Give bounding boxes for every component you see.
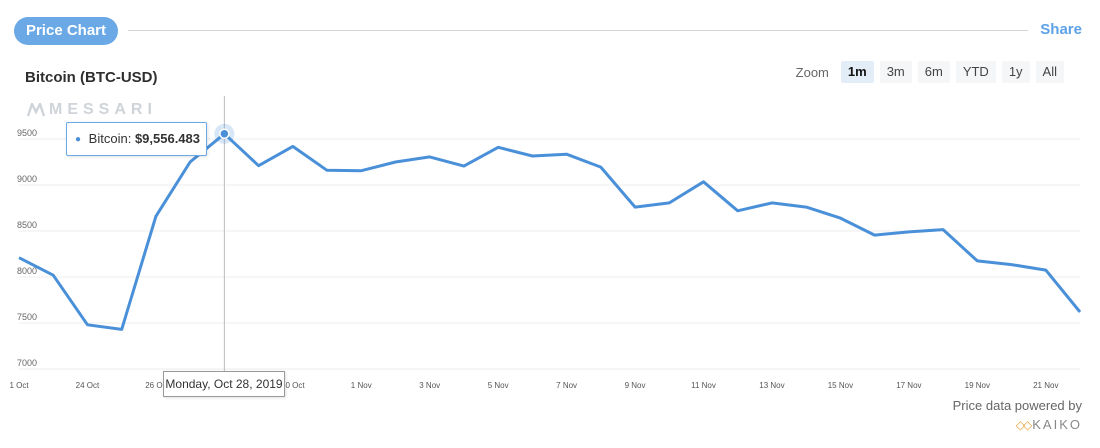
x-tick-label: 1 Nov — [351, 381, 372, 390]
x-tick-label: 7 Nov — [556, 381, 577, 390]
x-tick-label: 11 Nov — [691, 381, 716, 390]
crosshair-date-label: Monday, Oct 28, 2019 — [163, 371, 285, 397]
x-tick-label: 30 Oct — [281, 381, 305, 390]
x-tick-label: 15 Nov — [828, 381, 853, 390]
header-divider — [128, 30, 1028, 31]
y-tick-label: 8500 — [17, 220, 37, 230]
x-tick-label: 17 Nov — [896, 381, 921, 390]
x-tick-label: 21 Nov — [1033, 381, 1058, 390]
zoom-label: Zoom — [795, 64, 829, 80]
zoom-all-button[interactable]: All — [1035, 61, 1064, 83]
series-line-bitcoin — [18, 132, 1082, 331]
x-tick-label: 24 Oct — [76, 381, 100, 390]
x-tick-label: 3 Nov — [419, 381, 440, 390]
x-tick-label: 1 Oct — [9, 381, 29, 390]
zoom-1y-button[interactable]: 1y — [1001, 61, 1030, 83]
chart-title: Bitcoin (BTC-USD) — [25, 69, 158, 86]
y-tick-label: 7000 — [17, 358, 37, 368]
messari-logo: MESSARI — [27, 101, 157, 119]
x-tick-label: 26 Oc — [145, 381, 166, 390]
price-chart-tab[interactable]: Price Chart — [14, 17, 118, 45]
x-tick-label: 9 Nov — [625, 381, 646, 390]
kaiko-logo[interactable]: ◇◇ KAIKO — [1016, 417, 1082, 432]
x-tick-label: 13 Nov — [759, 381, 784, 390]
x-tick-label: 5 Nov — [488, 381, 509, 390]
y-tick-label: 7500 — [17, 312, 37, 322]
zoom-3m-button[interactable]: 3m — [879, 61, 912, 83]
y-tick-label: 9000 — [17, 174, 37, 184]
data-credit: Price data powered by — [952, 398, 1082, 413]
messari-logo-text: MESSARI — [49, 101, 157, 118]
y-tick-label: 8000 — [17, 266, 37, 276]
zoom-ytd-button[interactable]: YTD — [955, 61, 996, 83]
kaiko-logo-text: KAIKO — [1032, 417, 1082, 432]
zoom-1m-button[interactable]: 1m — [840, 61, 874, 83]
series-dot-icon: ● — [75, 134, 82, 145]
messari-logo-icon — [27, 103, 45, 117]
y-tick-label: 9500 — [17, 128, 37, 138]
zoom-controls: Zoom 1m 3m 6m YTD 1y All — [796, 60, 1064, 84]
x-tick-label: 19 Nov — [965, 381, 990, 390]
price-tooltip: ● Bitcoin: $9,556.483 — [66, 122, 207, 156]
tooltip-series-label: Bitcoin: — [88, 131, 132, 146]
share-link[interactable]: Share — [1040, 21, 1082, 38]
kaiko-logo-icon: ◇◇ — [1015, 417, 1033, 432]
zoom-6m-button[interactable]: 6m — [917, 61, 950, 83]
tooltip-value: $9,556.483 — [134, 131, 201, 146]
highlight-point[interactable] — [219, 128, 230, 140]
